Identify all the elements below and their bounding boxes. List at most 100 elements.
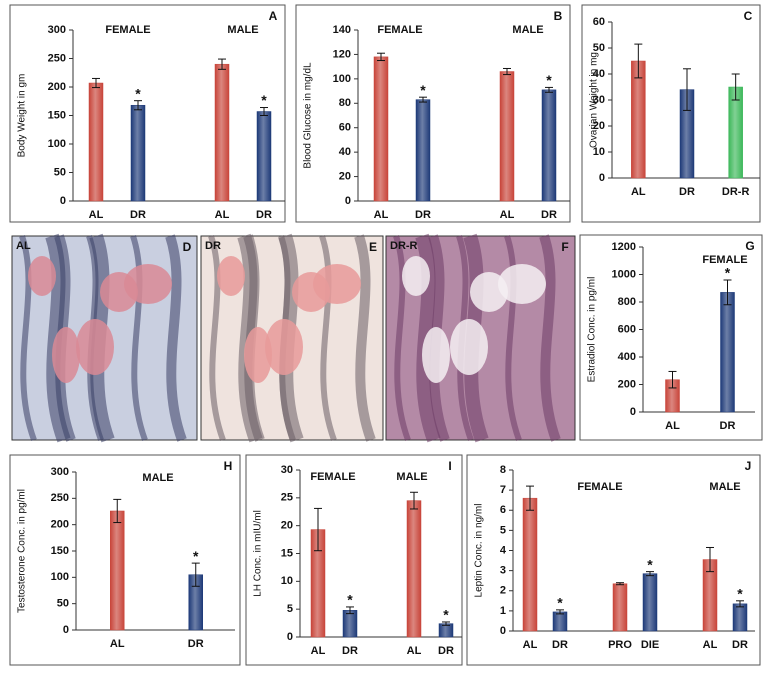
significance-marker: * bbox=[193, 548, 199, 564]
tissue-spot bbox=[422, 327, 450, 383]
micrograph-label: DR-R bbox=[390, 240, 418, 252]
y-tick-label: 30 bbox=[281, 464, 293, 476]
panel-frame bbox=[295, 4, 571, 223]
group-label: MALE bbox=[142, 472, 173, 484]
bar bbox=[541, 89, 557, 202]
tissue-spot bbox=[470, 272, 508, 312]
x-tick-label: DR bbox=[130, 209, 146, 221]
x-tick-label: AL bbox=[89, 209, 104, 221]
error-bar bbox=[526, 485, 534, 511]
y-tick-label: 40 bbox=[593, 68, 605, 80]
panel-frame bbox=[245, 454, 463, 666]
bar bbox=[342, 610, 358, 638]
error-bar bbox=[260, 107, 268, 116]
significance-marker: * bbox=[443, 607, 449, 623]
tissue-band bbox=[319, 235, 337, 442]
y-tick-label: 150 bbox=[48, 109, 66, 121]
y-tick-label: 60 bbox=[593, 16, 605, 28]
bar bbox=[88, 82, 104, 202]
error-bar bbox=[377, 52, 385, 62]
significance-marker: * bbox=[420, 82, 426, 98]
y-tick-label: 100 bbox=[48, 138, 66, 150]
panel-letter: H bbox=[224, 459, 233, 473]
significance-marker: * bbox=[261, 92, 267, 108]
y-tick-label: 60 bbox=[339, 122, 351, 134]
x-tick-label: AL bbox=[500, 209, 515, 221]
y-tick-label: 100 bbox=[333, 73, 351, 85]
y-tick-label: 300 bbox=[48, 24, 66, 36]
y-axis-label: Body Weight in gm bbox=[17, 74, 28, 158]
tissue-band bbox=[208, 235, 226, 442]
micrograph-label: AL bbox=[16, 240, 31, 252]
panel-letter: A bbox=[269, 9, 278, 23]
y-tick-label: 50 bbox=[57, 598, 69, 610]
y-tick-label: 200 bbox=[618, 378, 636, 390]
error-bar bbox=[723, 279, 732, 306]
error-bar bbox=[731, 73, 740, 101]
y-tick-label: 100 bbox=[51, 571, 69, 583]
x-tick-label: DR bbox=[541, 209, 557, 221]
bar bbox=[499, 71, 515, 202]
y-tick-label: 5 bbox=[287, 603, 293, 615]
micrograph-label: DR bbox=[205, 240, 221, 252]
tissue-band bbox=[45, 233, 71, 443]
error-bar bbox=[410, 491, 418, 510]
tissue-spot bbox=[28, 256, 56, 296]
significance-marker: * bbox=[647, 556, 653, 572]
y-tick-label: 3 bbox=[500, 565, 506, 577]
panel-letter: C bbox=[744, 9, 753, 23]
bar bbox=[612, 583, 628, 632]
bar bbox=[642, 573, 658, 632]
y-tick-label: 7 bbox=[500, 484, 506, 496]
x-tick-label: AL bbox=[523, 639, 538, 651]
x-tick-label: DR bbox=[438, 645, 454, 657]
tissue-band bbox=[539, 234, 561, 442]
significance-marker: * bbox=[557, 595, 563, 611]
x-tick-label: PRO bbox=[608, 639, 632, 651]
group-label: MALE bbox=[396, 471, 427, 483]
tissue-band bbox=[393, 235, 411, 442]
y-tick-label: 2 bbox=[500, 585, 506, 597]
x-tick-label: DR bbox=[720, 420, 736, 432]
tissue-spot bbox=[52, 327, 80, 383]
error-bar bbox=[134, 100, 142, 111]
y-tick-label: 200 bbox=[48, 81, 66, 93]
group-label: MALE bbox=[227, 24, 258, 36]
tissue-spot bbox=[76, 319, 114, 375]
error-bar bbox=[683, 68, 691, 111]
error-bar bbox=[646, 571, 654, 577]
y-axis-label: Estradiol Conc. in pg/ml bbox=[587, 277, 598, 383]
micrograph: DR E bbox=[200, 233, 384, 443]
panel-frame bbox=[581, 4, 761, 223]
x-tick-label: DR bbox=[342, 645, 358, 657]
error-bar bbox=[419, 96, 427, 103]
panel-letter: D bbox=[183, 240, 192, 254]
x-tick-label: AL bbox=[215, 209, 230, 221]
panel-frame bbox=[9, 4, 286, 223]
y-tick-label: 15 bbox=[281, 547, 293, 559]
bar bbox=[720, 292, 735, 413]
y-axis-label: Leptin Conc. in ng/ml bbox=[474, 504, 485, 598]
y-tick-label: 140 bbox=[333, 24, 351, 36]
tissue-band bbox=[237, 233, 263, 443]
y-tick-label: 20 bbox=[593, 120, 605, 132]
bar bbox=[256, 111, 272, 202]
tissue-band bbox=[19, 235, 37, 442]
tissue-band bbox=[354, 234, 376, 442]
y-tick-label: 5 bbox=[500, 524, 506, 536]
y-tick-label: 10 bbox=[593, 146, 605, 158]
micrograph: DR-R F bbox=[385, 233, 576, 443]
y-axis-label: Testosterone Conc. in pg/ml bbox=[17, 489, 28, 613]
y-tick-label: 6 bbox=[500, 504, 506, 516]
tissue-spot bbox=[450, 319, 488, 375]
x-tick-label: AL bbox=[311, 645, 326, 657]
error-bar bbox=[218, 58, 226, 70]
y-tick-label: 10 bbox=[281, 575, 293, 587]
error-bar bbox=[92, 77, 100, 89]
error-bar bbox=[556, 609, 564, 615]
y-tick-label: 20 bbox=[339, 170, 351, 182]
bar bbox=[373, 56, 389, 202]
x-tick-label: AL bbox=[407, 645, 422, 657]
tissue-spot bbox=[402, 256, 430, 296]
x-tick-label: AL bbox=[631, 186, 646, 198]
